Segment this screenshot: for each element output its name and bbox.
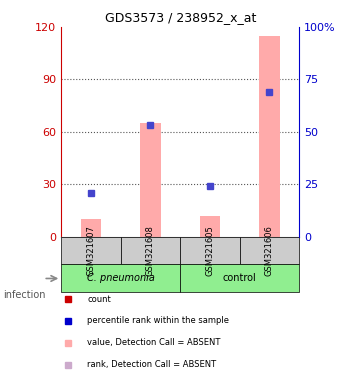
- Bar: [81, 219, 101, 237]
- Text: rank, Detection Call = ABSENT: rank, Detection Call = ABSENT: [87, 360, 217, 369]
- FancyBboxPatch shape: [61, 237, 121, 265]
- Text: GSM321608: GSM321608: [146, 225, 155, 276]
- Text: GSM321605: GSM321605: [205, 225, 215, 276]
- FancyBboxPatch shape: [121, 237, 180, 265]
- Text: count: count: [87, 295, 111, 304]
- Bar: [259, 36, 280, 237]
- FancyBboxPatch shape: [240, 237, 299, 265]
- Title: GDS3573 / 238952_x_at: GDS3573 / 238952_x_at: [104, 11, 256, 24]
- Bar: [140, 123, 161, 237]
- Bar: [200, 215, 220, 237]
- Text: control: control: [223, 273, 257, 283]
- Text: C. pneumonia: C. pneumonia: [87, 273, 155, 283]
- Text: percentile rank within the sample: percentile rank within the sample: [87, 316, 230, 326]
- Text: value, Detection Call = ABSENT: value, Detection Call = ABSENT: [87, 338, 221, 347]
- FancyBboxPatch shape: [180, 237, 240, 265]
- Text: infection: infection: [3, 290, 46, 300]
- Text: GSM321606: GSM321606: [265, 225, 274, 276]
- FancyBboxPatch shape: [180, 265, 299, 293]
- Text: GSM321607: GSM321607: [86, 225, 96, 276]
- FancyBboxPatch shape: [61, 265, 180, 293]
